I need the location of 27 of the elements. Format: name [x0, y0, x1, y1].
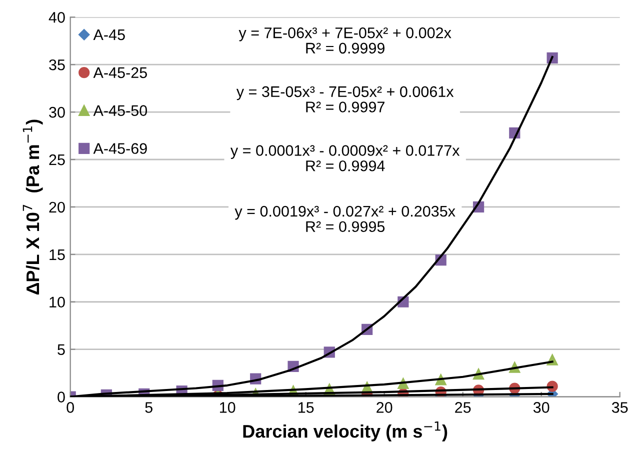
- annotation: y = 7E-06x³ + 7E-05x² + 0.002x R² = 0.9999: [238, 27, 452, 54]
- y-tick-label: 20: [49, 202, 65, 213]
- y-tick-label: 30: [49, 106, 65, 118]
- y-tick-label: 0: [58, 392, 65, 402]
- x-tick-label: 0: [66, 402, 74, 413]
- x-tick-label: 35: [612, 402, 628, 413]
- x-tick-label: 25: [455, 402, 471, 413]
- y-tick-label: 40: [48, 12, 65, 23]
- y-tick-label: 5: [58, 344, 65, 356]
- y-tick-label: 15: [50, 249, 65, 260]
- x-tick-label: 20: [376, 402, 392, 413]
- legend-label: A-45: [93, 30, 125, 40]
- x-tick-label: 10: [220, 402, 236, 413]
- legend-label: A-45-69: [93, 143, 147, 154]
- x-tick-label: 15: [298, 402, 314, 413]
- y-tick-label: 25: [49, 154, 65, 166]
- annotation: y = 0.0001x³ - 0.0009x² + 0.0177x R² = 0.9994: [230, 145, 460, 172]
- y-tick-label: 35: [49, 59, 65, 70]
- x-tick-label: 5: [145, 402, 152, 413]
- annotation: y = 0.0019x³ - 0.027x² + 0.2035x R² = 0.9995: [234, 206, 456, 232]
- x-axis-title: Darcian velocity (m s$^{−1}$): [243, 421, 448, 442]
- x-tick-label: 30: [533, 402, 550, 413]
- annotation: y = 3E-05x³ - 7E-05x² + 0.0061x R² = 0.9997: [236, 86, 454, 112]
- legend-label: A-45-50: [93, 105, 148, 116]
- legend-label: A-45-25: [93, 67, 147, 78]
- y-tick-label: 10: [50, 296, 65, 308]
- y-axis-title: ΔP/L X 10$^{7}$ (Pa m$^{−1}$): [22, 120, 43, 295]
